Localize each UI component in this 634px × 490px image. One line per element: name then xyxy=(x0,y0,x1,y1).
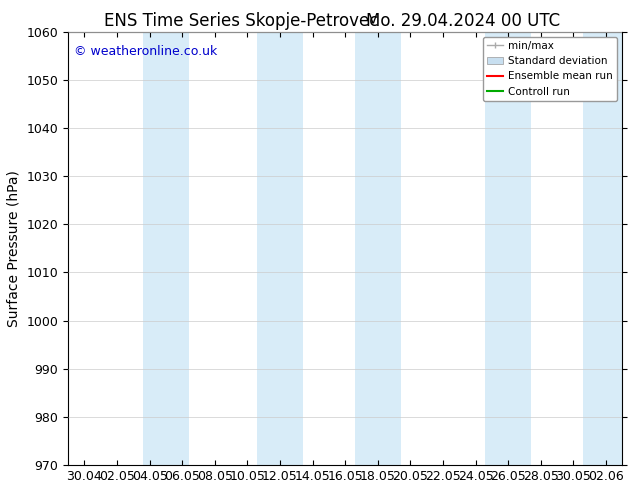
Bar xyxy=(485,31,531,465)
Bar xyxy=(143,31,189,465)
Text: © weatheronline.co.uk: © weatheronline.co.uk xyxy=(74,45,217,57)
Legend: min/max, Standard deviation, Ensemble mean run, Controll run: min/max, Standard deviation, Ensemble me… xyxy=(483,37,617,101)
Bar xyxy=(355,31,401,465)
Text: Mo. 29.04.2024 00 UTC: Mo. 29.04.2024 00 UTC xyxy=(366,12,560,30)
Bar xyxy=(257,31,303,465)
Y-axis label: Surface Pressure (hPa): Surface Pressure (hPa) xyxy=(7,170,21,327)
Bar xyxy=(583,31,629,465)
Text: ENS Time Series Skopje-Petrovec: ENS Time Series Skopje-Petrovec xyxy=(104,12,378,30)
